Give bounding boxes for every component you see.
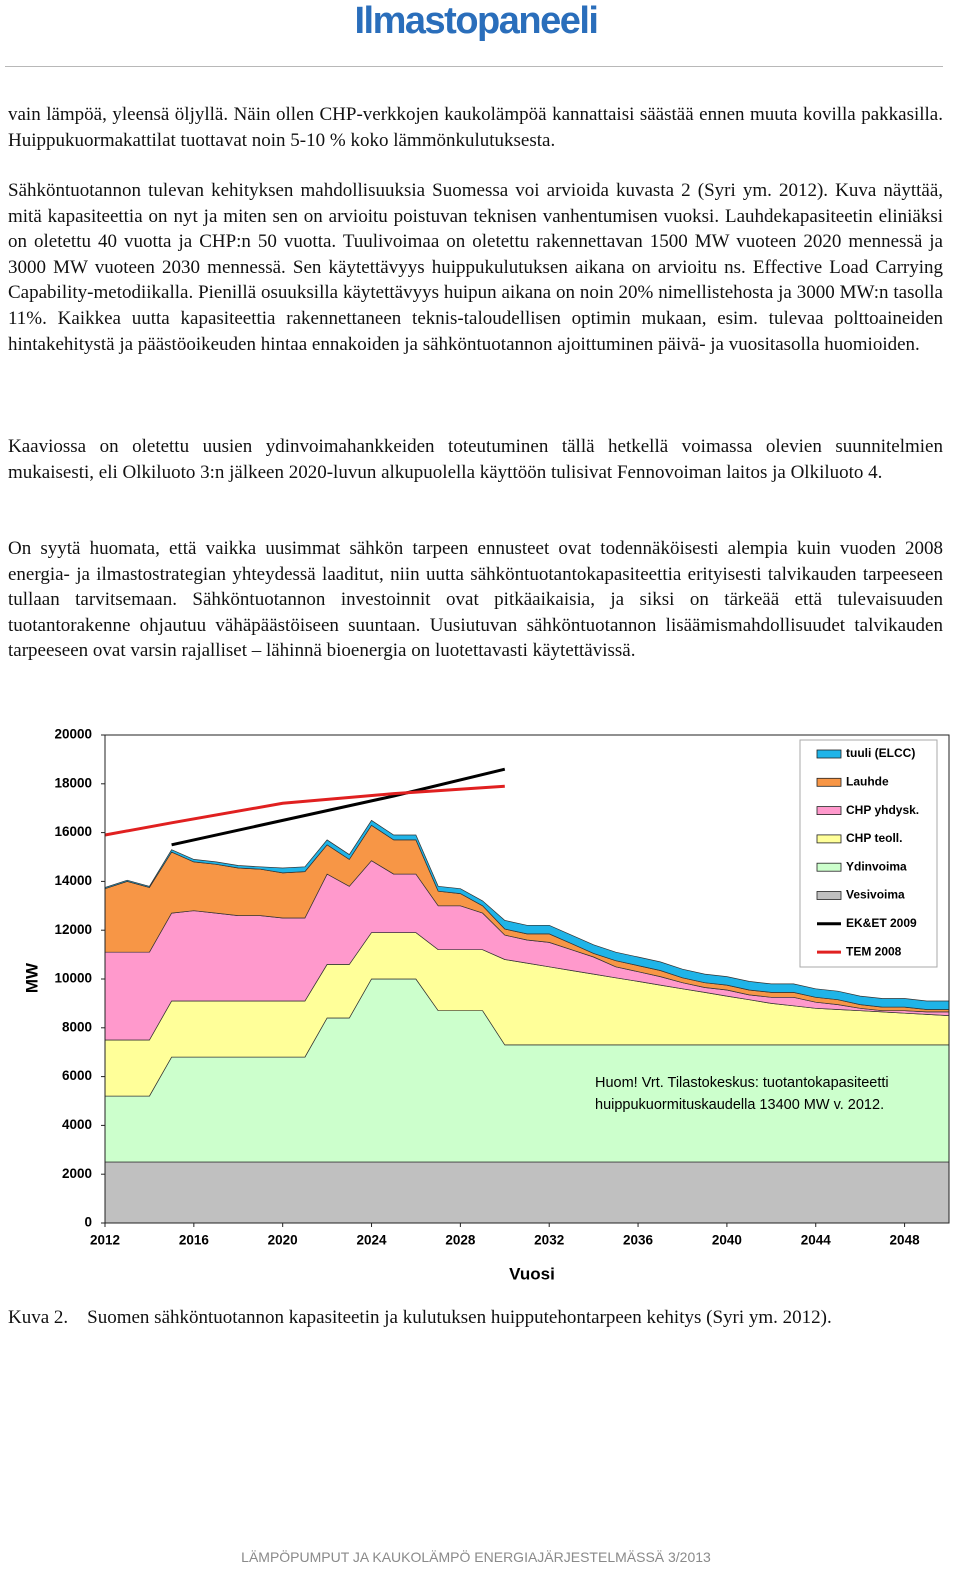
footer: LÄMPÖPUMPUT JA KAUKOLÄMPÖ ENERGIAJÄRJEST… bbox=[241, 1549, 711, 1565]
legend-label: CHP teoll. bbox=[846, 831, 902, 845]
y-tick-label: 2000 bbox=[62, 1166, 92, 1181]
legend-swatch bbox=[816, 834, 842, 844]
legend-label: Vesivoima bbox=[846, 888, 905, 902]
paragraph: Kaaviossa on oletettu uusien ydinvoimaha… bbox=[8, 436, 943, 483]
x-tick-label: 2048 bbox=[890, 1233, 921, 1248]
legend-swatch bbox=[816, 862, 842, 872]
legend-swatch bbox=[816, 777, 842, 787]
y-tick-label: 20000 bbox=[54, 727, 92, 742]
line bbox=[171, 767, 506, 847]
y-tick-label: 8000 bbox=[62, 1019, 92, 1034]
legend-box bbox=[799, 739, 938, 968]
y-tick-label: 18000 bbox=[54, 775, 92, 790]
y-tick-label: 16000 bbox=[54, 824, 92, 839]
y-tick-label: 4000 bbox=[62, 1117, 92, 1132]
x-tick-label: 2028 bbox=[445, 1233, 476, 1248]
y-tick-label: 10000 bbox=[54, 971, 92, 986]
y-tick-label: 0 bbox=[84, 1215, 92, 1230]
paragraph: vain lämpöä, yleensä öljyllä. Näin ollen… bbox=[8, 104, 943, 151]
legend-swatch bbox=[816, 806, 842, 815]
paragraph: On syytä huomata, että vaikka uusimmat s… bbox=[8, 538, 943, 662]
x-tick-label: 2024 bbox=[357, 1233, 388, 1248]
y-tick-label: 14000 bbox=[54, 873, 92, 888]
logo: Ilmastopaneeli bbox=[354, 0, 599, 42]
chart: 0 2000 4000 6000 8000 10000 12000 14000 16000 180… bbox=[22, 727, 950, 1283]
legend-label: TEM 2008 bbox=[846, 944, 902, 958]
legend-label: CHP yhdysk. bbox=[846, 803, 919, 817]
x-tick-label: 2044 bbox=[801, 1233, 832, 1248]
annotation: Huom! Vrt. Tilastokeskus: tuotantokapasi… bbox=[595, 1075, 889, 1091]
x-tick-label: 2032 bbox=[534, 1233, 564, 1248]
x-tick-label: 2012 bbox=[90, 1233, 120, 1248]
area bbox=[104, 1161, 950, 1224]
annotation: huippukuormituskaudella 13400 MW v. 2012… bbox=[595, 1097, 884, 1113]
legend-swatch bbox=[816, 749, 842, 759]
x-axis-label: Vuosi bbox=[509, 1264, 555, 1283]
paragraph: Sähköntuotannon tulevan kehityksen mahdo… bbox=[8, 180, 943, 355]
x-tick-label: 2040 bbox=[712, 1233, 742, 1248]
x-tick-label: 2016 bbox=[179, 1233, 210, 1248]
legend-label: EK&ET 2009 bbox=[846, 916, 917, 930]
y-tick-label: 6000 bbox=[62, 1068, 92, 1083]
caption-label: Kuva 2. bbox=[8, 1307, 69, 1328]
y-axis-label: MW bbox=[22, 962, 41, 993]
caption-text: Suomen sähköntuotannon kapasiteetin ja k… bbox=[87, 1307, 832, 1328]
x-tick-label: 2020 bbox=[268, 1233, 298, 1248]
caption: Kuva 2. Suomen sähköntuotannon kapasitee… bbox=[8, 1305, 943, 1331]
header-rule bbox=[5, 66, 943, 67]
legend-swatch bbox=[816, 891, 842, 900]
x-tick-label: 2036 bbox=[623, 1233, 654, 1248]
line bbox=[104, 784, 505, 837]
legend-label: Ydinvoima bbox=[846, 859, 907, 873]
legend-label: Lauhde bbox=[846, 774, 889, 788]
legend-label: tuuli (ELCC) bbox=[846, 746, 915, 760]
y-tick-label: 12000 bbox=[54, 922, 92, 937]
